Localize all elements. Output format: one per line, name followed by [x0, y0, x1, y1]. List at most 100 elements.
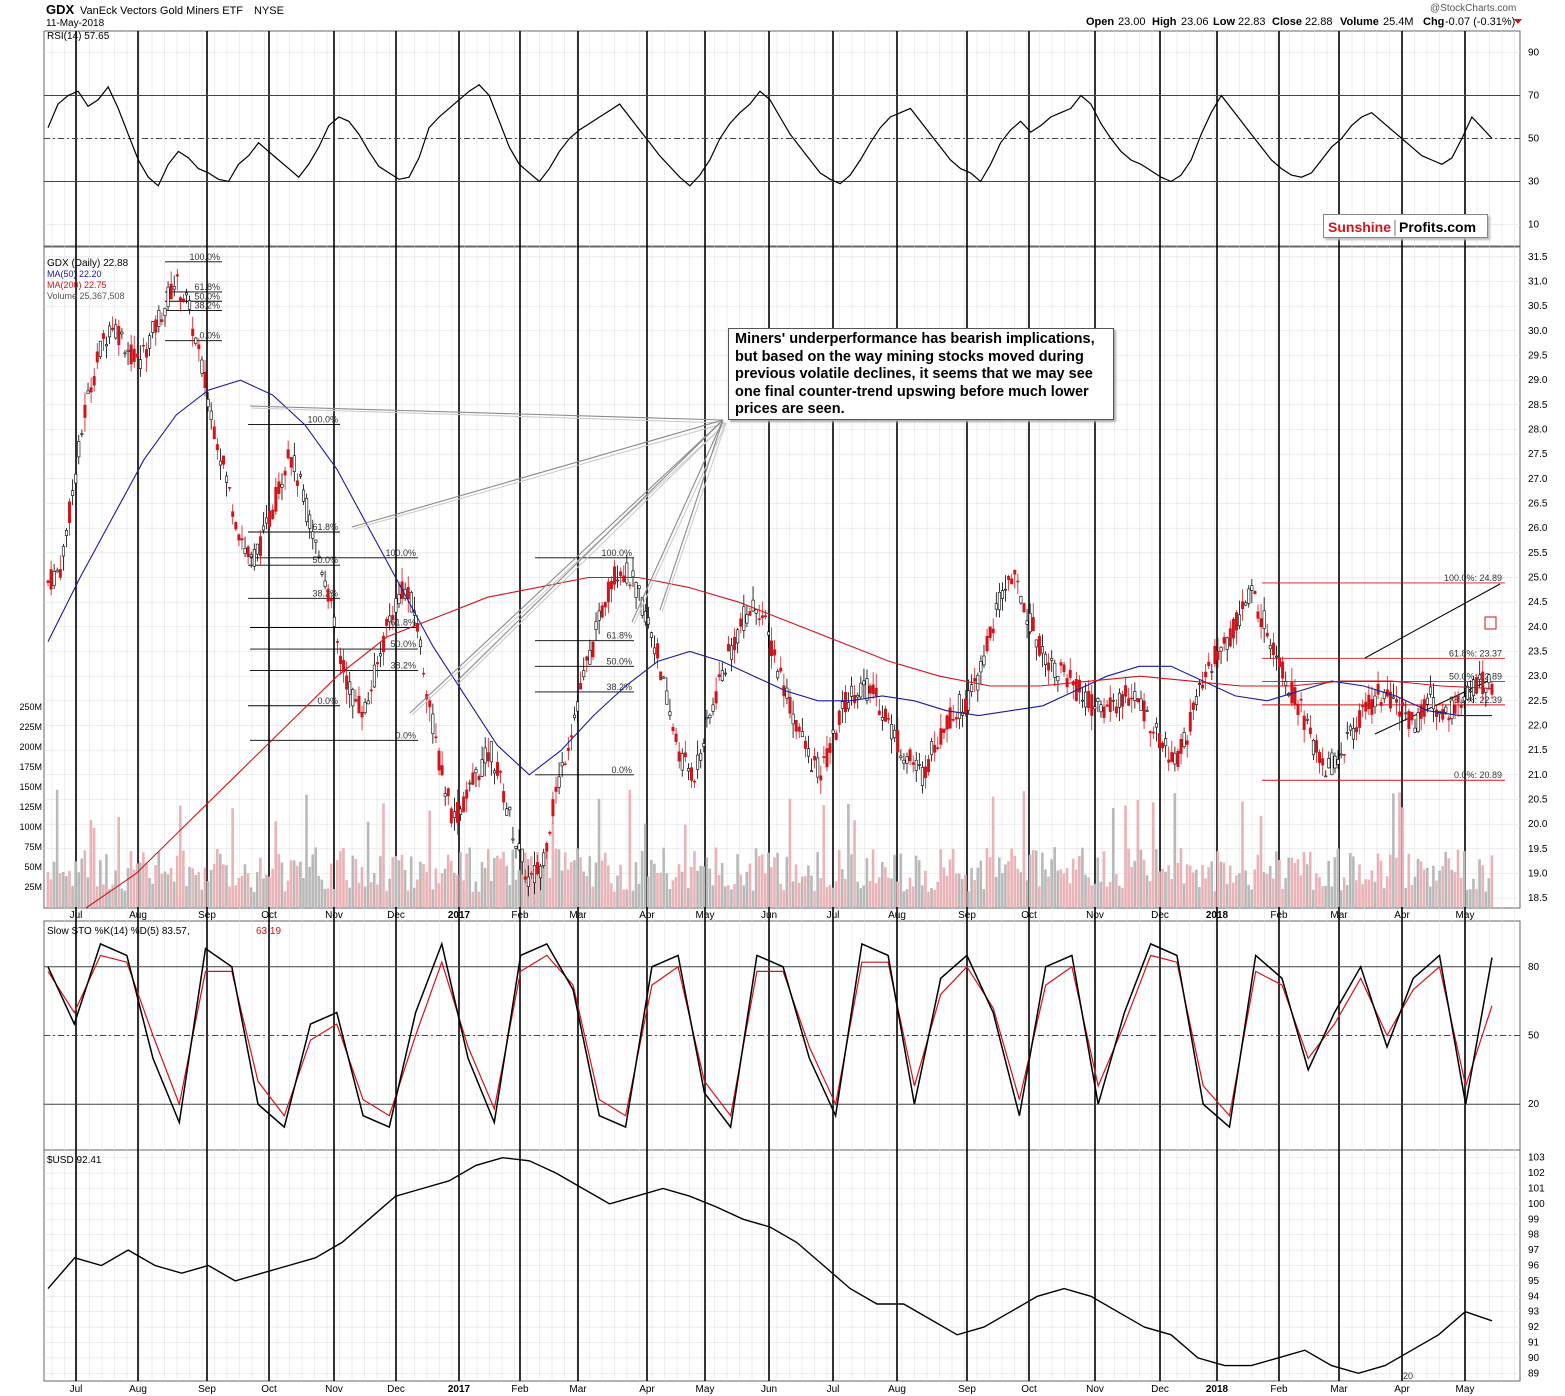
- candle-body: [1293, 687, 1297, 705]
- volume-bar: [1407, 853, 1411, 907]
- volume-bar: [185, 886, 188, 907]
- volume-bar: [1022, 791, 1026, 907]
- volume-bar: [714, 847, 718, 907]
- candle-body: [1031, 617, 1035, 632]
- volume-bar: [286, 880, 290, 907]
- price-y-label: 26.0: [1528, 523, 1548, 534]
- volume-bar: [921, 885, 924, 907]
- volume-bar: [363, 886, 367, 907]
- volume-bar: [727, 885, 730, 907]
- volume-bar: [985, 847, 989, 907]
- volume-bar: [991, 796, 995, 907]
- usd-x-label: May: [1456, 1384, 1475, 1395]
- candle-body: [973, 678, 977, 682]
- candle-body: [366, 700, 370, 705]
- volume-bar: [46, 872, 50, 907]
- price-y-label: 31.0: [1528, 277, 1548, 288]
- candle-body: [449, 808, 453, 824]
- candle-body: [948, 707, 952, 729]
- volume-bar: [369, 882, 373, 907]
- volume-bar: [979, 860, 983, 907]
- candle-body: [665, 690, 669, 705]
- candle-body: [551, 799, 555, 817]
- candle-body: [123, 352, 127, 355]
- volume-bar: [1158, 871, 1161, 907]
- candle-body: [138, 359, 142, 369]
- volume-bar: [108, 889, 111, 907]
- volume-bar: [323, 888, 327, 907]
- volume-bar: [1164, 871, 1167, 907]
- candle-body: [588, 649, 592, 665]
- volume-bar: [1358, 864, 1361, 907]
- candle-body: [221, 455, 225, 465]
- candle-body: [71, 490, 75, 496]
- volume-bar: [1432, 865, 1435, 907]
- volume-bar: [819, 878, 823, 907]
- volume-y-label: 50M: [24, 862, 42, 872]
- candle-body: [1170, 751, 1174, 763]
- price-x-label: Nov: [325, 910, 343, 921]
- candle-body: [1490, 683, 1494, 695]
- volume-bar: [465, 853, 468, 907]
- candle-body: [902, 759, 906, 764]
- candle-body: [745, 614, 749, 624]
- candle-body: [280, 483, 284, 488]
- volume-bar: [816, 851, 819, 907]
- volume-bar: [166, 874, 170, 907]
- candle-body: [255, 543, 259, 555]
- volume-bar: [1111, 807, 1115, 907]
- candle-body: [726, 643, 730, 652]
- candle-body: [1148, 731, 1152, 734]
- volume-bar: [1425, 867, 1429, 907]
- volume-bar: [194, 875, 197, 907]
- volume-bar: [760, 854, 764, 907]
- volume-bar: [212, 864, 216, 907]
- fib-level-label: 100.0%: [189, 252, 220, 262]
- price-x-label: May: [1456, 910, 1475, 921]
- fib-level-label: 61.8%: [606, 631, 632, 641]
- usd-x-label: Jul: [827, 1384, 840, 1395]
- candle-body: [1376, 683, 1380, 695]
- volume-bar: [1007, 861, 1010, 907]
- candle-body: [462, 796, 466, 813]
- candle-body: [1395, 699, 1399, 703]
- candle-body: [603, 602, 607, 608]
- volume-bar: [1429, 886, 1432, 907]
- candle-body: [1422, 699, 1426, 717]
- volume-bar: [930, 887, 933, 907]
- volume-bar: [1114, 874, 1118, 907]
- candle-body: [262, 525, 266, 531]
- volume-bar: [588, 856, 592, 907]
- volume-bar: [1090, 885, 1093, 907]
- candle-body: [856, 695, 860, 698]
- volume-bar: [1487, 878, 1491, 907]
- fib-level-label: 61.8%: [390, 617, 416, 627]
- usd-y-label: 90: [1528, 1353, 1540, 1364]
- candle-body: [1311, 739, 1315, 756]
- candle-body: [203, 371, 207, 389]
- volume-bar: [1216, 851, 1220, 907]
- volume-bar: [160, 873, 164, 907]
- candle-body: [843, 692, 847, 713]
- volume-bar: [1167, 865, 1170, 907]
- candle-body: [249, 554, 253, 558]
- volume-bar: [480, 861, 484, 907]
- candle-body: [1096, 698, 1100, 702]
- candle-body: [1007, 575, 1011, 581]
- volume-bar: [1456, 849, 1460, 907]
- volume-bar: [690, 866, 693, 907]
- volume-bar: [1459, 877, 1463, 907]
- fib-level-label: 38.2%: [194, 301, 220, 311]
- volume-bar: [1108, 881, 1112, 907]
- candle-body: [569, 735, 573, 738]
- candle-body: [1121, 694, 1125, 707]
- volume-bar: [1404, 887, 1407, 907]
- volume-bar: [683, 824, 687, 907]
- candle-body: [477, 775, 481, 781]
- volume-bar: [1087, 877, 1090, 907]
- candle-body: [1302, 715, 1306, 730]
- candle-body: [471, 772, 475, 785]
- candle-body: [335, 641, 339, 643]
- candle-body: [810, 770, 814, 773]
- volume-bar: [1219, 861, 1223, 907]
